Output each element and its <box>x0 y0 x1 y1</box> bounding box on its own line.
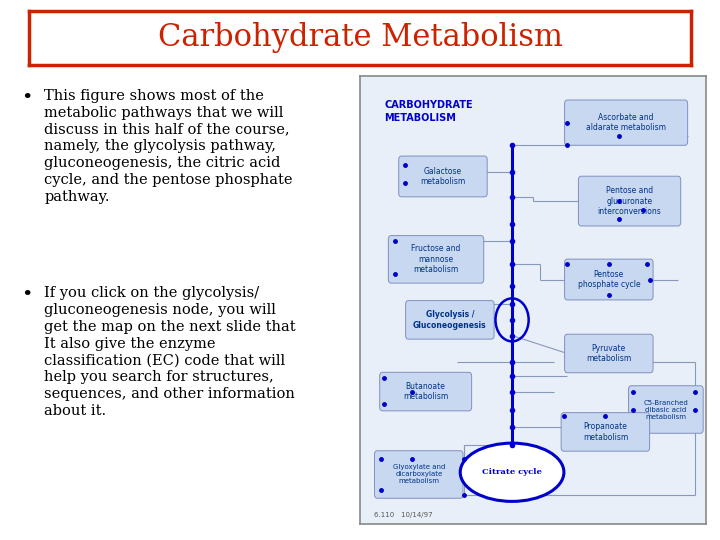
Text: Pentose and
glucuronate
interconversions: Pentose and glucuronate interconversions <box>598 186 662 216</box>
Text: If you click on the glycolysis/
gluconeogenesis node, you will
get the map on th: If you click on the glycolysis/ gluconeo… <box>45 286 296 417</box>
Text: 6.110   10/14/97: 6.110 10/14/97 <box>374 512 433 518</box>
Text: Pentose
phosphate cycle: Pentose phosphate cycle <box>577 270 640 289</box>
Text: CARBOHYDRATE
METABOLISM: CARBOHYDRATE METABOLISM <box>384 100 473 123</box>
FancyBboxPatch shape <box>399 156 487 197</box>
FancyBboxPatch shape <box>564 334 653 373</box>
FancyBboxPatch shape <box>405 301 494 339</box>
Text: Glycolysis /
Gluconeogenesis: Glycolysis / Gluconeogenesis <box>413 310 487 329</box>
FancyBboxPatch shape <box>564 100 688 145</box>
Text: Ascorbate and
aldarate metabolism: Ascorbate and aldarate metabolism <box>586 113 666 132</box>
Text: •: • <box>21 286 32 304</box>
Text: This figure shows most of the
metabolic pathways that we will
discuss in this ha: This figure shows most of the metabolic … <box>45 89 293 204</box>
Text: Pyruvate
metabolism: Pyruvate metabolism <box>586 344 631 363</box>
Text: Galactose
metabolism: Galactose metabolism <box>420 167 466 186</box>
Text: Propanoate
metabolism: Propanoate metabolism <box>582 422 628 442</box>
FancyBboxPatch shape <box>388 235 484 283</box>
Text: Carbohydrate Metabolism: Carbohydrate Metabolism <box>158 22 562 53</box>
FancyBboxPatch shape <box>629 386 703 433</box>
FancyBboxPatch shape <box>374 451 463 498</box>
FancyBboxPatch shape <box>578 176 680 226</box>
Text: •: • <box>21 89 32 107</box>
FancyBboxPatch shape <box>379 372 472 411</box>
Text: C5-Branched
dibasic acid
metabolism: C5-Branched dibasic acid metabolism <box>644 400 688 420</box>
Text: Glyoxylate and
dicarboxylate
metabolism: Glyoxylate and dicarboxylate metabolism <box>392 464 445 484</box>
Ellipse shape <box>460 443 564 501</box>
Text: Butanoate
metabolism: Butanoate metabolism <box>403 382 449 401</box>
Text: Fructose and
mannose
metabolism: Fructose and mannose metabolism <box>411 245 461 274</box>
FancyBboxPatch shape <box>561 413 649 451</box>
Text: Citrate cycle: Citrate cycle <box>482 468 542 476</box>
FancyBboxPatch shape <box>564 259 653 300</box>
